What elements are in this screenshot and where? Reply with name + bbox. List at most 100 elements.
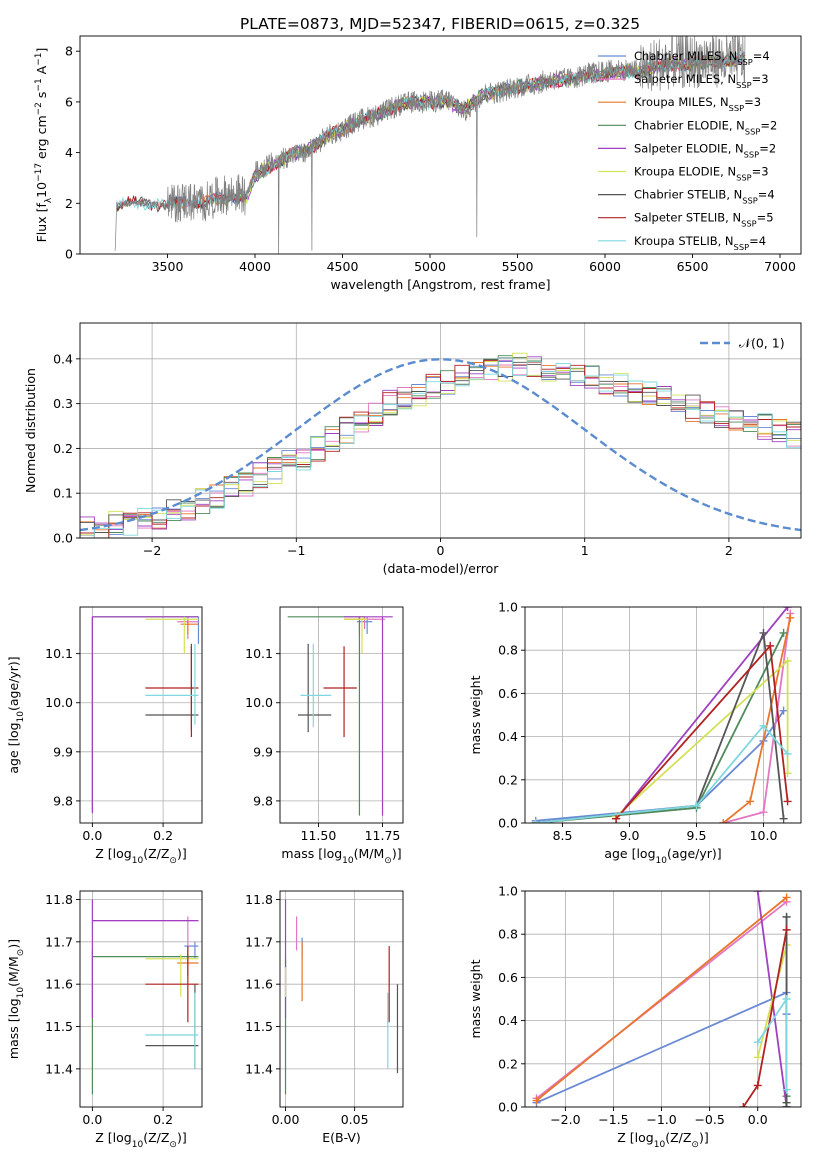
y-tick-label: 0.4: [498, 1013, 518, 1028]
y-tick-label: 8: [65, 44, 73, 59]
y-tick-label: 10.0: [245, 695, 273, 710]
plot-content: [532, 891, 791, 1107]
point-chabrier_miles: [779, 706, 788, 715]
y-tick-label: 11.5: [45, 1019, 73, 1034]
x-tick-label: 6000: [589, 259, 621, 274]
errorbar-salpeter_elodie: [91, 899, 199, 1019]
errorbar-kroupa_stelib: [145, 992, 199, 1069]
y-tick-label: 0.8: [498, 927, 518, 942]
x-tick-label: −2.0: [550, 1112, 580, 1127]
x-tick-label: −2: [143, 543, 161, 558]
x-axis-label: Z [log10(Z/Z⊙)]: [95, 846, 186, 866]
x-tick-label: 8.5: [553, 828, 573, 843]
y-tick-label: 0.6: [498, 686, 518, 701]
axes-frame: [524, 606, 802, 824]
legend-entry: Kroupa MILES, NSSP=3: [634, 95, 761, 113]
point-kroupa_stelib: [692, 801, 701, 810]
errorbar-kroupa_elodie: [344, 616, 368, 654]
x-tick-label: 5500: [502, 259, 534, 274]
axes-frame: [79, 890, 203, 1108]
y-tick-label: 9.8: [53, 793, 73, 808]
point-kroupa_miles: [782, 893, 791, 902]
y-tick-label: 1.0: [498, 884, 518, 899]
axes-frame: [524, 890, 802, 1108]
y-axis-label: Normed distribution: [23, 368, 38, 493]
chart-residuals: −2 −1 0 1 2 0.0 0.1 0.2 0.3 0.4 (data-model)/error…: [23, 322, 802, 576]
y-tick-label: 11.7: [45, 934, 73, 949]
legend-entry: Chabrier ELODIE, NSSP=2: [634, 118, 777, 136]
point-salpeter_stelib: [783, 797, 792, 806]
y-tick-label: 11.8: [245, 892, 273, 907]
errorbar-salpeter_stelib: [145, 946, 199, 1023]
x-tick-label: −1.5: [598, 1112, 628, 1127]
normal-curve: [80, 358, 801, 532]
y-tick-label: 0.4: [53, 351, 73, 366]
errorbar-kroupa_stelib: [145, 643, 199, 725]
errorbar-salpeter_elodie: [91, 616, 199, 814]
legend: Chabrier MILES, NSSP=4 Salpeter MILES, NS…: [598, 49, 777, 252]
hist-kroupa_stelib: [80, 357, 801, 538]
point-chabrier_elodie: [779, 628, 788, 637]
plot-area: [280, 891, 403, 1107]
series-kroupa_stelib: [535, 724, 789, 823]
y-tick-label: 0.8: [498, 643, 518, 658]
plot-content: [287, 616, 393, 816]
plot-content: [531, 607, 795, 823]
x-tick-label: −1.0: [646, 1112, 676, 1127]
x-tick-label: 0: [437, 543, 445, 558]
point-chabrier_stelib: [779, 814, 788, 823]
figure-title: PLATE=0873, MJD=52347, FIBERID=0615, z=0…: [240, 15, 640, 33]
x-axis-label: Z [log10(Z/Z⊙)]: [617, 1130, 708, 1150]
chart-mass_vs_Z: 0.0 0.2 11.4 11.5 11.6 11.7 11.8 Z [log10(Z/Z⊙)…: [6, 890, 203, 1150]
x-axis-label: E(B-V): [322, 1130, 361, 1145]
x-tick-label: 4000: [239, 259, 271, 274]
y-tick-label: 0.2: [498, 772, 518, 787]
y-tick-label: 0: [65, 247, 73, 262]
x-tick-label: 9.0: [620, 828, 640, 843]
y-tick-label: 0.3: [53, 396, 73, 411]
y-axis-label: mass [log10(M/M⊙)]: [6, 939, 26, 1059]
point-salpeter_stelib: [753, 1081, 762, 1090]
chart-age_vs_Z: 0.0 0.2 9.8 9.9 10.0 10.1 Z [log10(Z/Z⊙)] age […: [6, 606, 203, 866]
x-axis-label: wavelength [Angstrom, rest frame]: [330, 277, 550, 292]
errorbar-chabrier_stelib: [297, 643, 332, 733]
legend-entry: Kroupa ELODIE, NSSP=3: [634, 165, 769, 183]
x-tick-label: −0.5: [694, 1112, 724, 1127]
point-salpeter_elodie: [783, 607, 792, 611]
point-kroupa_miles: [746, 797, 755, 806]
errorbar-salpeter_stelib: [323, 646, 357, 738]
data-spectrum: [114, 36, 746, 254]
legend-entry: Chabrier MILES, NSSP=4: [634, 49, 770, 67]
chart-mass_vs_ebv: 0.00 0.05 11.4 11.5 11.6 11.7 11.8 E(B-V): [245, 890, 404, 1145]
x-tick-label: 11.75: [365, 828, 401, 843]
legend-entry: Chabrier STELIB, NSSP=4: [634, 188, 775, 206]
point-kroupa_miles: [786, 613, 795, 622]
y-tick-label: 9.8: [253, 793, 273, 808]
point-kroupa_stelib: [531, 819, 540, 823]
y-tick-label: 0.6: [498, 970, 518, 985]
point-chabrier_stelib: [759, 628, 768, 637]
legend-entry: 𝒩(0, 1): [739, 336, 785, 351]
grid: [525, 890, 801, 1108]
y-tick-label: 2: [65, 196, 73, 211]
axes-frame: [79, 606, 203, 824]
y-tick-label: 11.6: [245, 977, 273, 992]
errorbar-salpeter_elodie: [344, 616, 393, 816]
point-kroupa_miles: [532, 1096, 541, 1105]
y-tick-label: 0.2: [53, 441, 73, 456]
y-tick-label: 11.4: [45, 1061, 73, 1076]
x-axis-label: mass [log10(M/M⊙)]: [281, 846, 401, 866]
errorbar-chabrier_miles: [184, 941, 199, 959]
errorbar-kroupa_elodie: [145, 616, 199, 654]
y-tick-label: 0.0: [498, 816, 518, 831]
x-tick-label: 0.0: [82, 1112, 102, 1127]
point-salpeter_stelib: [612, 814, 621, 823]
x-tick-label: 0.0: [82, 828, 102, 843]
y-tick-label: 11.4: [245, 1061, 273, 1076]
series-kroupa_elodie: [756, 944, 788, 1058]
point-kroupa_elodie: [753, 1053, 762, 1062]
legend-entry: Salpeter ELODIE, NSSP=2: [634, 141, 776, 159]
x-tick-label: 2: [725, 543, 733, 558]
point-salpeter_stelib: [739, 1103, 748, 1107]
